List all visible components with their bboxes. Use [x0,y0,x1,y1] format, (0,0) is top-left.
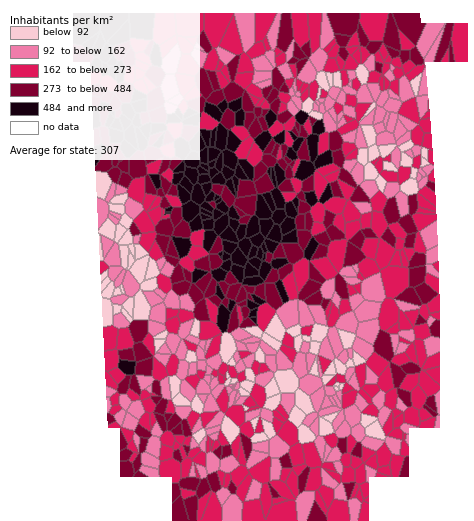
Bar [10,102,38,115]
Text: Inhabitants per km²: Inhabitants per km² [10,16,113,26]
Bar [10,121,38,134]
Bar [10,83,38,96]
Text: 92  to below  162: 92 to below 162 [43,47,126,56]
Text: 273  to below  484: 273 to below 484 [43,85,132,94]
Bar [5,5,200,160]
Text: 162  to below  273: 162 to below 273 [43,66,132,75]
Text: 484  and more: 484 and more [43,104,112,113]
Bar [10,45,38,58]
Text: below  92: below 92 [43,28,89,37]
Bar [10,26,38,39]
Text: no data: no data [43,123,79,132]
Bar [10,64,38,77]
Text: Average for state: 307: Average for state: 307 [10,146,119,156]
